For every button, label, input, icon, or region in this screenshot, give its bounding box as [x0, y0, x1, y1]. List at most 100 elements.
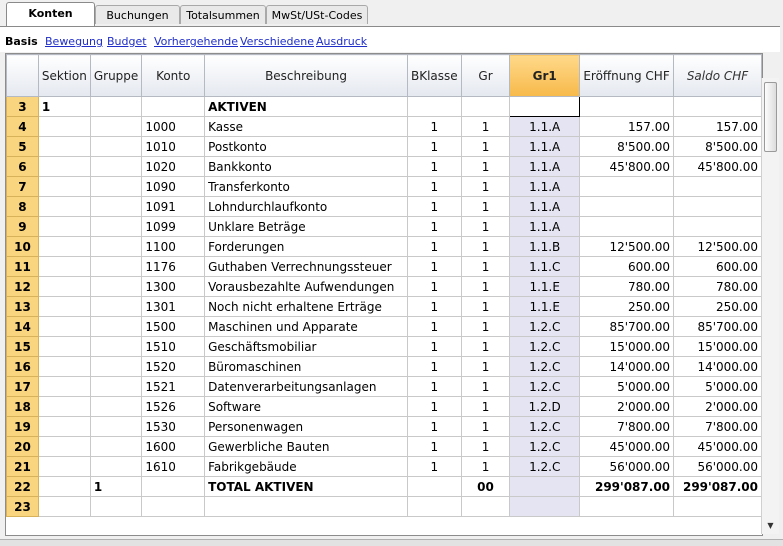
cell-gr1[interactable]: [509, 496, 581, 517]
cell-konto[interactable]: 1521: [141, 376, 206, 397]
cell-saldo[interactable]: 157.00: [673, 116, 762, 137]
cell-beschreibung[interactable]: TOTAL AKTIVEN: [204, 476, 408, 497]
tab-konten[interactable]: Konten: [6, 2, 95, 26]
cell-bklasse[interactable]: 1: [406, 196, 462, 217]
cell-gr[interactable]: 1: [460, 336, 511, 357]
cell-konto[interactable]: 1020: [141, 156, 206, 177]
cell-bklasse[interactable]: 1: [406, 376, 462, 397]
cell-saldo[interactable]: 299'087.00: [673, 476, 762, 497]
cell-gruppe[interactable]: [89, 436, 143, 457]
cell-konto[interactable]: 1000: [141, 116, 206, 137]
col-header-gr1[interactable]: Gr1: [509, 54, 581, 97]
cell-gr1[interactable]: 1.1.B: [509, 236, 581, 257]
cell-gr1[interactable]: 1.1.A: [509, 136, 581, 157]
cell-gruppe[interactable]: [89, 456, 143, 477]
cell-gr[interactable]: 1: [460, 176, 511, 197]
cell-bklasse[interactable]: 1: [406, 456, 462, 477]
col-header-bklasse[interactable]: BKlasse: [406, 54, 462, 97]
cell-beschreibung[interactable]: Transferkonto: [204, 176, 408, 197]
cell-gr1[interactable]: 1.1.A: [509, 176, 581, 197]
row-number[interactable]: 5: [6, 136, 39, 157]
cell-gr[interactable]: [460, 496, 511, 517]
cell-sektion[interactable]: [37, 256, 91, 277]
tab-buchungen[interactable]: Buchungen: [95, 5, 180, 24]
col-header-sektion[interactable]: Sektion: [37, 54, 91, 97]
cell-konto[interactable]: 1520: [141, 356, 206, 377]
cell-sektion[interactable]: [37, 236, 91, 257]
cell-saldo[interactable]: 45'800.00: [673, 156, 762, 177]
cell-bklasse[interactable]: 1: [406, 256, 462, 277]
cell-konto[interactable]: [141, 496, 206, 517]
cell-bklasse[interactable]: [406, 496, 462, 517]
cell-gr[interactable]: 1: [460, 436, 511, 457]
cell-beschreibung[interactable]: [204, 496, 408, 517]
cell-beschreibung[interactable]: Maschinen und Apparate: [204, 316, 408, 337]
cell-gr[interactable]: 1: [460, 256, 511, 277]
cell-eroeffnung[interactable]: 12'500.00: [579, 236, 675, 257]
view-bewegung[interactable]: Bewegung: [45, 35, 103, 48]
cell-beschreibung[interactable]: Noch nicht erhaltene Erträge: [204, 296, 408, 317]
cell-beschreibung[interactable]: Guthaben Verrechnungssteuer: [204, 256, 408, 277]
cell-bklasse[interactable]: 1: [406, 416, 462, 437]
cell-bklasse[interactable]: 1: [406, 276, 462, 297]
cell-gruppe[interactable]: [89, 156, 143, 177]
cell-gr1[interactable]: 1.2.C: [509, 336, 581, 357]
cell-gr[interactable]: 1: [460, 316, 511, 337]
cell-saldo[interactable]: 85'700.00: [673, 316, 762, 337]
cell-bklasse[interactable]: 1: [406, 176, 462, 197]
col-header-eroeffnung[interactable]: Eröffnung CHF: [579, 54, 675, 97]
cell-gr1[interactable]: 1.1.A: [509, 216, 581, 237]
row-number[interactable]: 12: [6, 276, 39, 297]
cell-konto[interactable]: 1091: [141, 196, 206, 217]
cell-saldo[interactable]: [673, 96, 762, 117]
cell-beschreibung[interactable]: Unklare Beträge: [204, 216, 408, 237]
cell-gruppe[interactable]: [89, 216, 143, 237]
view-basis[interactable]: Basis: [5, 35, 38, 48]
cell-beschreibung[interactable]: Vorausbezahlte Aufwendungen: [204, 276, 408, 297]
cell-bklasse[interactable]: 1: [406, 436, 462, 457]
view-verschiedene[interactable]: Verschiedene: [240, 35, 315, 48]
cell-eroeffnung[interactable]: 8'500.00: [579, 136, 675, 157]
cell-sektion[interactable]: [37, 156, 91, 177]
cell-eroeffnung[interactable]: 157.00: [579, 116, 675, 137]
cell-saldo[interactable]: 12'500.00: [673, 236, 762, 257]
cell-gruppe[interactable]: [89, 136, 143, 157]
cell-gr1[interactable]: 1.1.A: [509, 156, 581, 177]
cell-eroeffnung[interactable]: [579, 496, 675, 517]
cell-beschreibung[interactable]: Geschäftsmobiliar: [204, 336, 408, 357]
cell-gr1[interactable]: [509, 476, 581, 497]
cell-beschreibung[interactable]: Gewerbliche Bauten: [204, 436, 408, 457]
cell-eroeffnung[interactable]: 5'000.00: [579, 376, 675, 397]
cell-saldo[interactable]: 15'000.00: [673, 336, 762, 357]
row-number[interactable]: 17: [6, 376, 39, 397]
cell-eroeffnung[interactable]: 14'000.00: [579, 356, 675, 377]
cell-sektion[interactable]: [37, 336, 91, 357]
cell-sektion[interactable]: [37, 136, 91, 157]
cell-gr1[interactable]: 1.2.C: [509, 456, 581, 477]
cell-saldo[interactable]: [673, 496, 762, 517]
cell-gr1[interactable]: 1.2.C: [509, 376, 581, 397]
cell-saldo[interactable]: 7'800.00: [673, 416, 762, 437]
cell-gruppe[interactable]: [89, 376, 143, 397]
col-header-gr[interactable]: Gr: [460, 54, 511, 97]
view-vorhergehende[interactable]: Vorhergehende: [154, 35, 239, 48]
cell-eroeffnung[interactable]: [579, 176, 675, 197]
cell-gruppe[interactable]: [89, 196, 143, 217]
view-budget[interactable]: Budget: [107, 35, 147, 48]
cell-gruppe[interactable]: [89, 396, 143, 417]
row-number[interactable]: 23: [6, 496, 39, 517]
cell-gr[interactable]: 1: [460, 216, 511, 237]
row-number[interactable]: 4: [6, 116, 39, 137]
row-number[interactable]: 21: [6, 456, 39, 477]
cell-konto[interactable]: 1090: [141, 176, 206, 197]
tab-mwst-codes[interactable]: MwSt/USt-Codes: [266, 5, 368, 24]
cell-gr[interactable]: 1: [460, 456, 511, 477]
row-number[interactable]: 20: [6, 436, 39, 457]
cell-sektion[interactable]: [37, 456, 91, 477]
cell-gr[interactable]: 1: [460, 196, 511, 217]
row-number[interactable]: 9: [6, 216, 39, 237]
cell-konto[interactable]: 1099: [141, 216, 206, 237]
cell-gruppe[interactable]: [89, 496, 143, 517]
cell-eroeffnung[interactable]: 45'000.00: [579, 436, 675, 457]
row-number[interactable]: 7: [6, 176, 39, 197]
